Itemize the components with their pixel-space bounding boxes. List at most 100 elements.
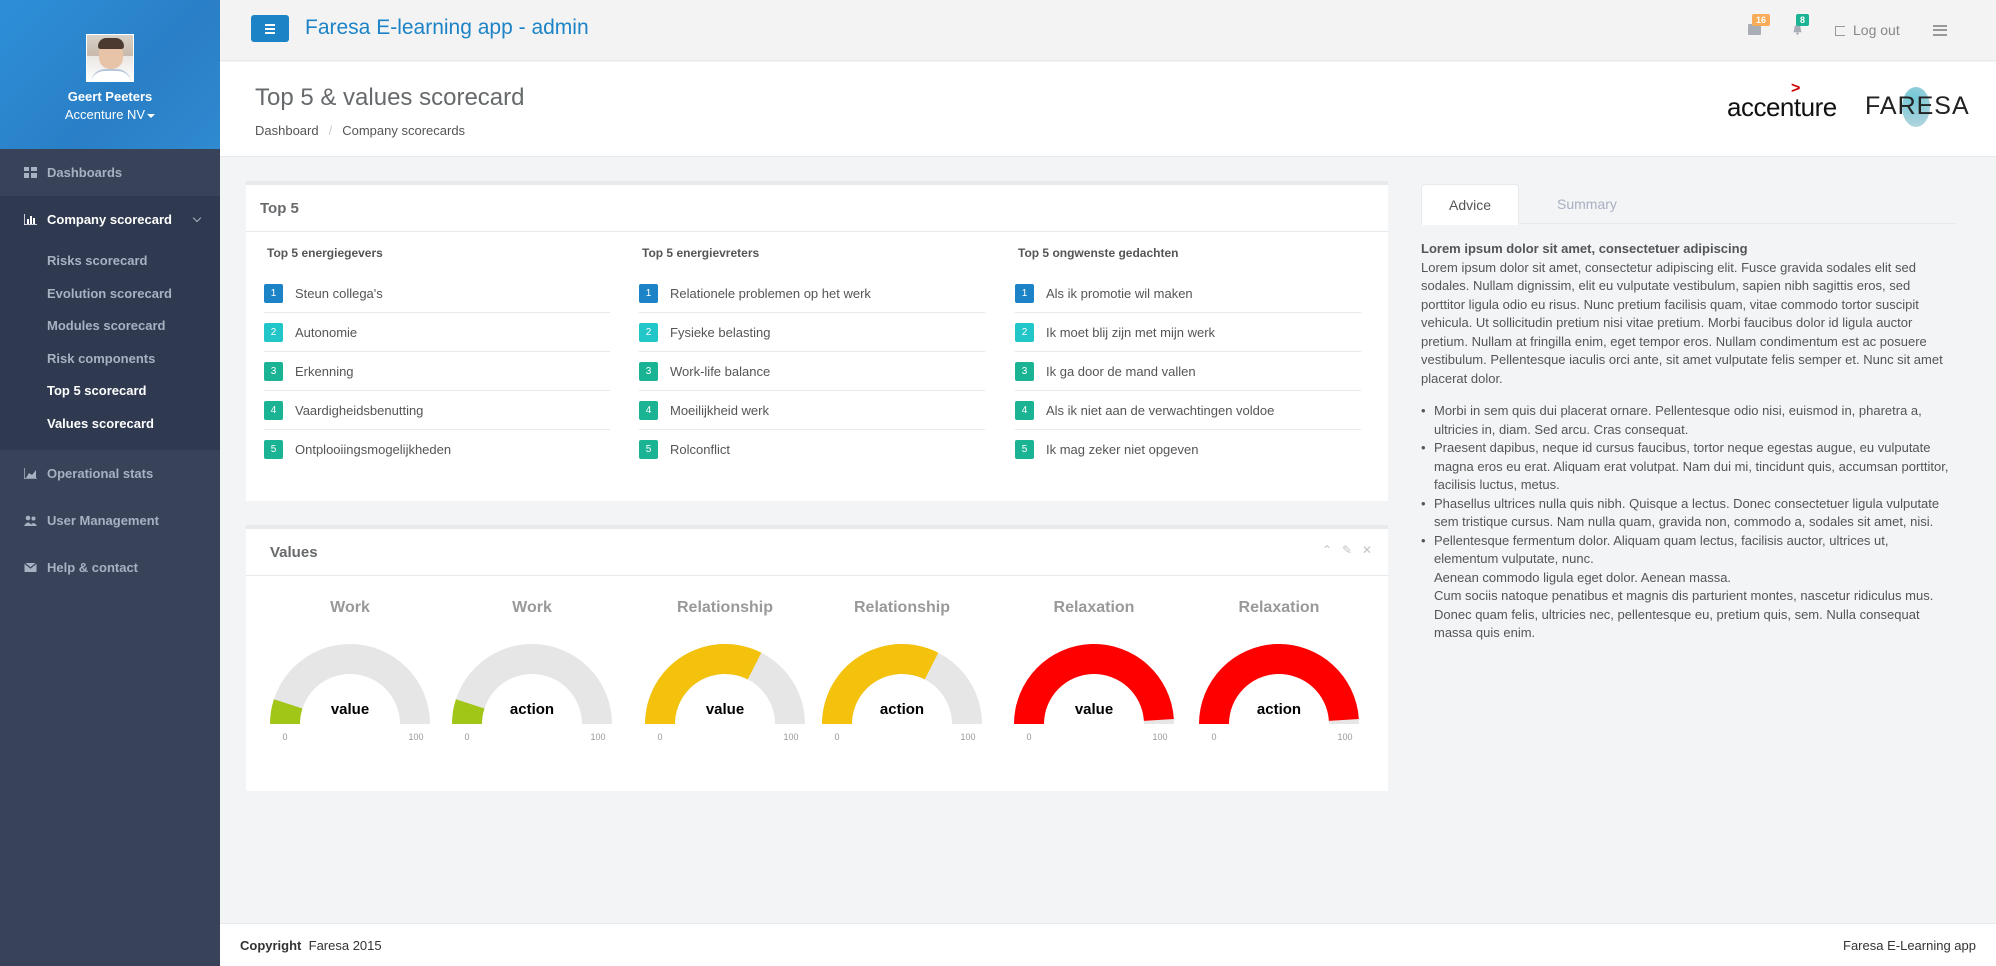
sidebar-item-label: Help & contact [47, 560, 139, 575]
tab-bar: Advice Summary [1421, 184, 1956, 225]
list-item: 2 Autonomie [264, 313, 610, 352]
rank-badge: 1 [639, 283, 658, 303]
subnav-risks-scorecard[interactable]: Risks scorecard [47, 253, 148, 268]
rank-badge: 3 [264, 361, 283, 381]
list-item: 1 Steun collega's [264, 274, 610, 313]
gauge-min-label: 0 [464, 732, 469, 742]
list-item: 4 Moeilijkheid werk [639, 391, 985, 430]
list-item-label: Steun collega's [295, 285, 383, 301]
chevron-up-icon[interactable]: ⌃ [1322, 543, 1333, 557]
subnav-top5-scorecard[interactable]: Top 5 scorecard [47, 383, 147, 398]
list-item: 2 Fysieke belasting [639, 313, 985, 352]
avatar[interactable] [86, 34, 134, 82]
gauge-min-label: 0 [1026, 732, 1031, 742]
chevron-down-icon [192, 213, 202, 223]
list-item-label: Ik mag zeker niet opgeven [1046, 442, 1199, 457]
advice-continuation: Aenean commodo ligula eget dolor. Aenean… [1434, 569, 1732, 585]
sidebar-item-operational-stats[interactable]: Operational stats [0, 450, 220, 497]
rank-badge: 4 [1015, 400, 1034, 420]
gauge-max-label: 100 [960, 732, 975, 742]
sidebar-item-label: Company scorecard [47, 212, 172, 227]
sidebar-item-label: Dashboards [47, 165, 123, 180]
logout-label: Log out [1853, 22, 1900, 38]
bar-chart-icon [24, 214, 37, 225]
gauge-min-label: 0 [282, 732, 287, 742]
gauge-title: Relaxation [1239, 599, 1320, 616]
list-item: Morbi in sem quis dui placerat ornare. P… [1421, 402, 1956, 439]
rank-badge: 5 [1015, 440, 1034, 459]
sidebar-item-company-scorecard[interactable]: Company scorecard [0, 196, 220, 243]
list-item: 1 Als ik promotie wil maken [1015, 274, 1361, 313]
values-panel-title: Values [246, 529, 1388, 576]
sidebar-item-help-contact[interactable]: Help & contact [0, 544, 220, 591]
subnav-values-scorecard[interactable]: Values scorecard [47, 415, 154, 431]
list-item: 3 Work-life balance [639, 352, 985, 391]
bell-icon[interactable] [1791, 24, 1804, 35]
gauge-fill [270, 699, 303, 724]
sign-out-icon [1835, 26, 1845, 36]
accenture-logo: accenture > [1727, 80, 1837, 122]
list-item: 5 Ik mag zeker niet opgeven [1015, 430, 1361, 469]
list-item-label: Ik ga door de mand vallen [1046, 363, 1196, 379]
app-title: Faresa E-learning app - admin [305, 16, 589, 39]
sidebar-item-dashboards[interactable]: Dashboards [0, 149, 220, 196]
rank-badge: 5 [639, 440, 658, 459]
subnav-modules-scorecard[interactable]: Modules scorecard [47, 318, 166, 333]
gauges-area: Work value 0 100 Work action 0 100 Relationship v… [270, 599, 1359, 742]
gauge-title: Work [330, 599, 370, 616]
gauge-fill [822, 644, 939, 724]
gauge-label: action [1257, 701, 1301, 718]
subnav-risk-components[interactable]: Risk components [47, 350, 156, 366]
rank-badge: 4 [639, 400, 658, 420]
gauge-max-label: 100 [1337, 732, 1352, 742]
list-item-label: Ik moet blij zijn met mijn werk [1046, 324, 1216, 340]
gauge-max-label: 100 [408, 732, 423, 742]
list-item-label: Work-life balance [670, 363, 771, 379]
subnav-evolution-scorecard[interactable]: Evolution scorecard [47, 285, 172, 301]
gauge-track [270, 644, 430, 724]
gauge-label: value [706, 701, 744, 718]
list-item: 5 Ontplooiingsmogelijkheden [264, 430, 610, 469]
company-name: Accenture NV [64, 107, 146, 122]
footer: Copyright Faresa 2015 Faresa E-Learning … [220, 923, 1996, 966]
rank-badge: 2 [1015, 322, 1034, 342]
advice-content: Lorem ipsum dolor sit amet, consectetuer… [1421, 224, 1956, 643]
gauge-max-label: 100 [590, 732, 605, 742]
menu-toggle-button[interactable] [251, 15, 289, 42]
gauge-max-label: 100 [783, 732, 798, 742]
top5-panel-title: Top 5 [246, 185, 1388, 232]
list-item: Praesent dapibus, neque id cursus faucib… [1421, 439, 1956, 495]
gauge-fill [1199, 643, 1359, 724]
gauge-label: value [1075, 701, 1113, 718]
list-item: 1 Relationele problemen op het werk [639, 274, 985, 313]
rank-badge: 2 [264, 322, 283, 342]
list-item-label: Relationele problemen op het werk [670, 285, 871, 301]
list-item: 5 Rolconflict [639, 430, 985, 469]
tab-summary[interactable]: Summary [1557, 196, 1617, 212]
top5-column-heading: Top 5 ongwenste gedachten [1018, 246, 1179, 260]
sidebar: Geert Peeters Accenture NV Dashboards Co… [0, 0, 220, 966]
gauge-title: Relationship [854, 599, 950, 616]
sidebar-item-label: Operational stats [47, 466, 154, 481]
wrench-icon[interactable]: ✎ [1342, 543, 1353, 557]
rank-badge: 3 [639, 361, 658, 381]
messages-badge: 16 [1752, 14, 1771, 26]
users-icon [24, 515, 37, 526]
page-title: Top 5 & values scorecard [255, 84, 525, 111]
list-item: Phasellus ultrices nulla quis nibh. Quis… [1421, 495, 1956, 532]
list-item-label: Als ik promotie wil maken [1046, 285, 1193, 301]
close-icon[interactable]: ✕ [1362, 543, 1373, 557]
rank-badge: 2 [639, 322, 658, 342]
rank-badge: 3 [1015, 361, 1034, 381]
advice-heading: Lorem ipsum dolor sit amet, consectetuer… [1421, 241, 1748, 256]
breadcrumb: Dashboard / Company scorecards [255, 123, 466, 138]
company-dropdown[interactable]: Accenture NV [0, 107, 220, 122]
tab-advice[interactable]: Advice [1421, 184, 1520, 225]
breadcrumb-dashboard[interactable]: Dashboard [255, 123, 319, 138]
sidebar-item-user-management[interactable]: User Management [0, 497, 220, 544]
logout-link[interactable]: Log out [1835, 22, 1900, 38]
envelope-icon[interactable] [1748, 24, 1761, 35]
top5-column: Top 5 ongwenste gedachten 1 Als ik promoti… [1015, 246, 1361, 469]
list-item-label: Vaardigheidsbenutting [295, 402, 424, 418]
tasks-icon[interactable] [1933, 25, 1947, 36]
